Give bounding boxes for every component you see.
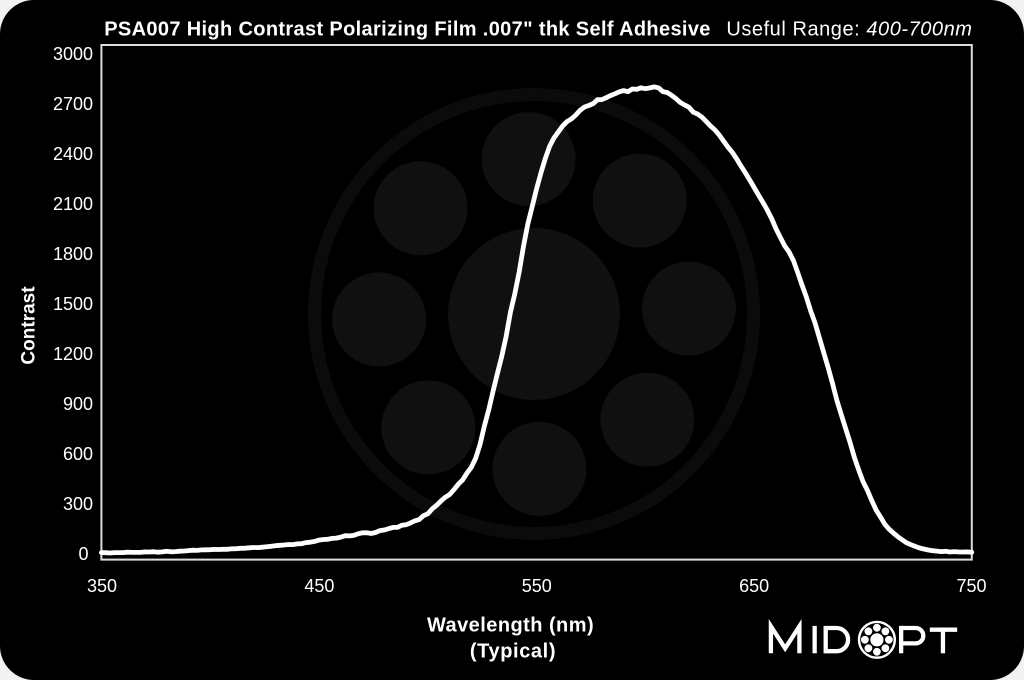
svg-text:450: 450 <box>304 576 334 596</box>
svg-text:(Typical): (Typical) <box>470 641 556 663</box>
svg-text:900: 900 <box>63 394 93 414</box>
svg-text:750: 750 <box>956 576 986 596</box>
svg-text:PSA007 High Contrast Polarizin: PSA007 High Contrast Polarizing Film .00… <box>104 19 711 41</box>
svg-text:3000: 3000 <box>53 44 93 64</box>
svg-text:350: 350 <box>87 576 117 596</box>
svg-text:2400: 2400 <box>53 144 93 164</box>
svg-text:2100: 2100 <box>53 194 93 214</box>
svg-text:0: 0 <box>78 544 88 564</box>
svg-text:Useful Range: 400-700nm: Useful Range: 400-700nm <box>726 19 972 41</box>
svg-text:Contrast: Contrast <box>19 286 40 365</box>
svg-text:300: 300 <box>63 494 93 514</box>
svg-text:1500: 1500 <box>53 294 93 314</box>
svg-text:650: 650 <box>739 576 769 596</box>
svg-text:1800: 1800 <box>53 244 93 264</box>
svg-text:550: 550 <box>522 576 552 596</box>
svg-text:600: 600 <box>63 444 93 464</box>
svg-text:1200: 1200 <box>53 344 93 364</box>
svg-text:2700: 2700 <box>53 94 93 114</box>
svg-text:Wavelength (nm): Wavelength (nm) <box>427 615 594 637</box>
